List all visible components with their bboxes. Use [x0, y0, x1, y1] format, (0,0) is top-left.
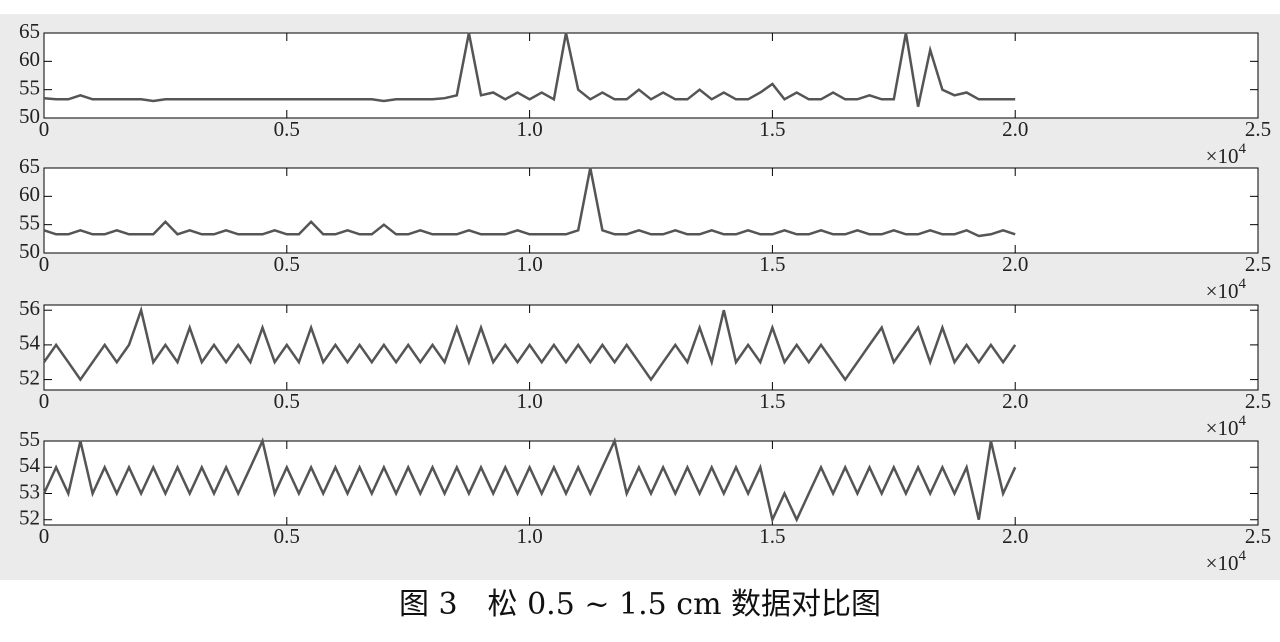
- y-tick-label: 50: [19, 104, 40, 128]
- x-tick-label: 2.5: [1245, 117, 1271, 141]
- x-tick-label: 2.0: [1002, 389, 1028, 413]
- plot-area: [43, 304, 1259, 391]
- data-line: [42, 305, 1017, 382]
- x-multiplier-base: ×10: [1206, 144, 1239, 168]
- plot-area: [43, 167, 1259, 254]
- y-tick-label: 65: [19, 154, 40, 178]
- data-line: [42, 437, 1017, 524]
- x-tick-label: 2.5: [1245, 389, 1271, 413]
- x-tick-label: 0: [39, 117, 50, 141]
- y-tick-label: 54: [19, 453, 41, 477]
- x-tick-label: 2.0: [1002, 524, 1028, 548]
- x-multiplier: ×104: [1206, 413, 1247, 439]
- x-multiplier-exponent: 4: [1239, 548, 1247, 564]
- x-tick-label: 1.0: [516, 524, 542, 548]
- x-tick-label: 2.0: [1002, 252, 1028, 276]
- x-multiplier: ×104: [1206, 276, 1247, 302]
- y-tick-label: 55: [19, 75, 40, 99]
- panel: 50 55 60 65 0 0.5 1.0 1.5 2.0 2.5×104: [19, 154, 1271, 303]
- panel: 50 55 60 65 0 0.5 1.0 1.5 2.0 2.5×104: [19, 19, 1271, 168]
- y-tick-label: 54: [19, 331, 41, 355]
- y-tick-label: 60: [19, 47, 40, 71]
- x-tick-label: 1.5: [759, 524, 785, 548]
- x-tick-label: 0: [39, 389, 50, 413]
- y-tick-label: 56: [19, 296, 40, 320]
- x-tick-label: 2.0: [1002, 117, 1028, 141]
- x-tick-label: 0.5: [274, 252, 300, 276]
- x-multiplier-exponent: 4: [1239, 276, 1247, 292]
- x-multiplier-exponent: 4: [1239, 141, 1247, 157]
- x-tick-label: 1.5: [759, 117, 785, 141]
- x-tick-label: 2.5: [1245, 252, 1271, 276]
- x-multiplier-exponent: 4: [1239, 413, 1247, 429]
- x-tick-label: 2.5: [1245, 524, 1271, 548]
- x-tick-label: 1.0: [516, 117, 542, 141]
- x-tick-label: 0: [39, 252, 50, 276]
- x-multiplier-base: ×10: [1206, 279, 1239, 303]
- y-tick-label: 50: [19, 239, 40, 263]
- figure-caption: 图 3 松 0.5 ~ 1.5 cm 数据对比图: [399, 587, 881, 622]
- x-multiplier: ×104: [1206, 141, 1247, 167]
- data-line: [43, 32, 1016, 107]
- panel: 52 54 56 0 0.5 1.0 1.5 2.0 2.5×104: [19, 296, 1271, 440]
- y-tick-label: 60: [19, 182, 40, 206]
- y-tick-label: 52: [19, 506, 40, 530]
- y-tick-label: 55: [19, 210, 40, 234]
- y-tick-label: 55: [19, 427, 40, 451]
- data-line: [43, 167, 1016, 238]
- x-tick-label: 0.5: [274, 524, 300, 548]
- x-tick-label: 1.5: [759, 389, 785, 413]
- x-tick-label: 0.5: [274, 389, 300, 413]
- x-tick-label: 1.5: [759, 252, 785, 276]
- plot-area: [43, 32, 1259, 119]
- x-tick-label: 1.0: [516, 389, 542, 413]
- x-tick-label: 0.5: [274, 117, 300, 141]
- x-tick-label: 1.0: [516, 252, 542, 276]
- x-multiplier: ×104: [1206, 548, 1247, 574]
- y-tick-label: 53: [19, 479, 40, 503]
- y-tick-label: 52: [19, 365, 40, 389]
- x-tick-label: 0: [39, 524, 50, 548]
- y-tick-label: 65: [19, 19, 40, 43]
- plot-area: [43, 440, 1259, 526]
- x-multiplier-base: ×10: [1206, 551, 1239, 575]
- x-multiplier-base: ×10: [1206, 416, 1239, 440]
